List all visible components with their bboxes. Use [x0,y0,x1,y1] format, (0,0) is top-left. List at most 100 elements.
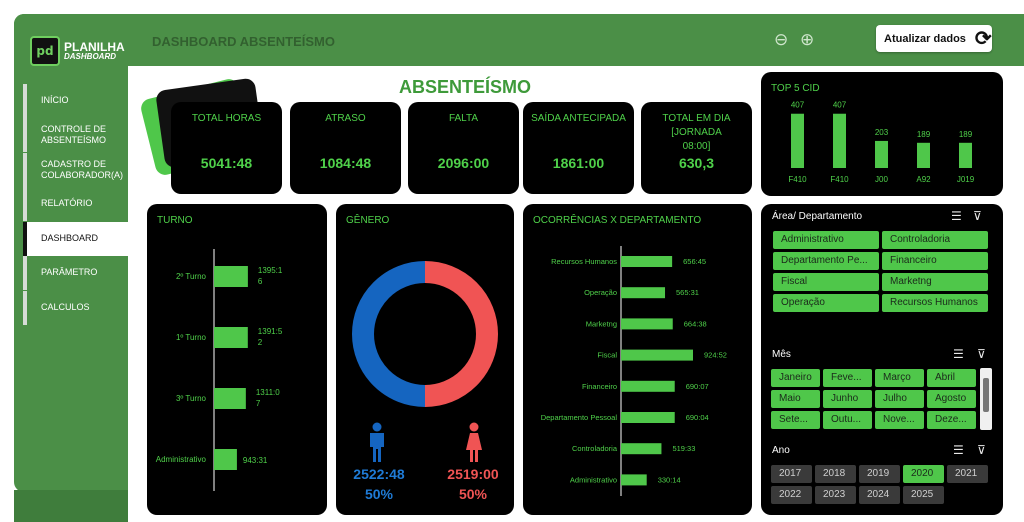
logo: pd PLANILHA DASHBOARD [30,36,126,66]
slicer-ano-item[interactable]: 2022 [771,486,812,504]
slicer-ano-title: Ano [772,445,790,456]
kpi-value: 5041:48 [200,155,253,171]
slicer-ano-item[interactable]: 2020 [903,465,944,483]
ocorr-bar [621,318,673,330]
slicer-area-item[interactable]: Financeiro [882,252,988,270]
kpi-value: 1861:00 [552,155,605,171]
slicer-mes-scrollbar[interactable] [980,368,992,430]
main-title: ABSENTEÍSMO [399,77,532,97]
ocorr-category-label: Administrativo [570,475,617,484]
slicer-area-item[interactable]: Departamento Pe... [773,252,879,270]
scrollbar-thumb[interactable] [983,378,989,412]
sidebar-item-relatorio[interactable]: RELATÓRIO [23,187,128,221]
sidebar-item-inicio[interactable]: INÍCIO [23,84,128,118]
slicer-mes-item[interactable]: Junho [823,390,872,408]
cid-category-label: J019 [957,175,975,184]
genero-slice [352,261,426,407]
sidebar-item-dashboard[interactable]: DASHBOARD [23,222,128,256]
ocorr-bar [621,256,673,267]
turno-category-label: 3º Turno [176,394,207,403]
ocorr-value-label: 690:04 [686,413,709,422]
kpi-value: 1084:48 [319,155,372,171]
turno-value-label: 1395:1 [258,266,283,275]
slicer-ano-item[interactable]: 2023 [815,486,856,504]
refresh-button[interactable]: Atualizar dados ⟳ [876,25,992,52]
zoom-out-icon[interactable]: ⊖ [774,30,789,49]
female-icon [466,422,482,462]
clear-filter-icon[interactable]: ⊽ [973,209,982,223]
slicer-area-item[interactable]: Fiscal [773,273,879,291]
ocorr-bar [621,380,675,392]
turno-value-label: 2 [258,338,263,347]
slicer-area-item[interactable]: Administrativo [773,231,879,249]
slicer-mes-item[interactable]: Deze... [927,411,976,429]
slicer-mes-item[interactable]: Nove... [875,411,924,429]
ocorr-value-label: 690:07 [686,382,709,391]
slicer-area-item[interactable]: Controladoria [882,231,988,249]
genero-chart [352,261,498,407]
kpi-title: TOTAL EM DIA [JORNADA 08:00] [662,113,731,152]
slicer-mes-item[interactable]: Agosto [927,390,976,408]
slicer-mes-item[interactable]: Abril [927,369,976,387]
cid-category-label: F410 [788,175,807,184]
ocorr-bar [621,443,662,455]
ocorr-value-label: 924:52 [704,351,727,360]
turno-value-label: 943:31 [243,456,268,465]
clear-filter-icon[interactable]: ⊽ [977,443,986,457]
multi-select-icon[interactable]: ☰ [953,443,964,457]
kpi-title: ATRASO [325,113,366,124]
kpi-card-falta: FALTA 2096:00 [408,102,519,194]
logo-line2: DASHBOARD [64,52,116,61]
panel-title: GÊNERO [346,215,390,226]
sidebar-item-calculos[interactable]: CALCULOS [23,291,128,325]
slicer-mes-item[interactable]: Maio [771,390,820,408]
top5-cid-chart: 407 F410 407 F410 203 J00 189 A92 189 J019 [788,101,975,184]
kpi-value: 2096:00 [437,155,490,171]
turno-value-label: 1391:5 [258,327,283,336]
slicer-area-item[interactable]: Operação [773,294,879,312]
slicer-mes-item[interactable]: Outu... [823,411,872,429]
kpi-title: FALTA [448,113,479,124]
slicer-mes-item[interactable]: Sete... [771,411,820,429]
sidebar-item-parametro[interactable]: PARÂMETRO [23,256,128,290]
cid-category-label: J00 [875,175,888,184]
sidebar-item-controle[interactable]: CONTROLE DE ABSENTEÍSMO [23,118,128,152]
genero-panel: GÊNERO 2522:48 50% 2519:00 50% [336,204,514,515]
multi-select-icon[interactable]: ☰ [953,347,964,361]
male-pct: 50% [364,486,394,502]
ocorr-bar [621,474,647,486]
turno-value-label: 6 [258,277,263,286]
slicer-ano-item[interactable]: 2025 [903,486,944,504]
kpi-card-total-em-dia: TOTAL EM DIA [JORNADA 08:00] 630,3 [641,102,752,194]
ocorrencias-panel: OCORRÊNCIAS X DEPARTAMENTO Recursos Huma… [523,204,752,515]
slicer-ano-item[interactable]: 2024 [859,486,900,504]
slicer-mes-item[interactable]: Março [875,369,924,387]
ocorr-value-label: 656:45 [683,257,706,266]
panel-title: TOP 5 CID [771,83,820,94]
kpi-card-saida-antecipada: SAÍDA ANTECIPADA 1861:00 [523,102,634,194]
turno-value-label: 1311:0 [256,388,280,397]
ocorr-value-label: 519:33 [672,444,695,453]
cid-value-label: 407 [791,101,805,110]
female-pct: 50% [458,486,488,502]
slicer-ano-item[interactable]: 2019 [859,465,900,483]
slicer-mes-item[interactable]: Julho [875,390,924,408]
cid-bar [875,140,888,168]
slicer-ano-item[interactable]: 2018 [815,465,856,483]
male-icon [370,422,384,462]
ocorr-bar [621,349,693,361]
slicer-ano-item[interactable]: 2017 [771,465,812,483]
clear-filter-icon[interactable]: ⊽ [977,347,986,361]
ocorrencias-chart: Recursos Humanos 656:45 Operação 565:31 Mark… [541,246,727,496]
zoom-in-icon[interactable]: ⊕ [800,30,815,49]
ocorr-bar [621,287,666,299]
slicer-mes-item[interactable]: Feve... [823,369,872,387]
slicer-mes-item[interactable]: Janeiro [771,369,820,387]
sidebar-item-cadastro[interactable]: CADASTRO DE COLABORADOR(A) [23,153,128,187]
ocorr-value-label: 565:31 [676,288,699,297]
slicer-area-item[interactable]: Marketng [882,273,988,291]
turno-category-label: Administrativo [156,455,207,464]
slicer-area-item[interactable]: Recursos Humanos [882,294,988,312]
slicer-ano-item[interactable]: 2021 [947,465,988,483]
multi-select-icon[interactable]: ☰ [951,209,962,223]
